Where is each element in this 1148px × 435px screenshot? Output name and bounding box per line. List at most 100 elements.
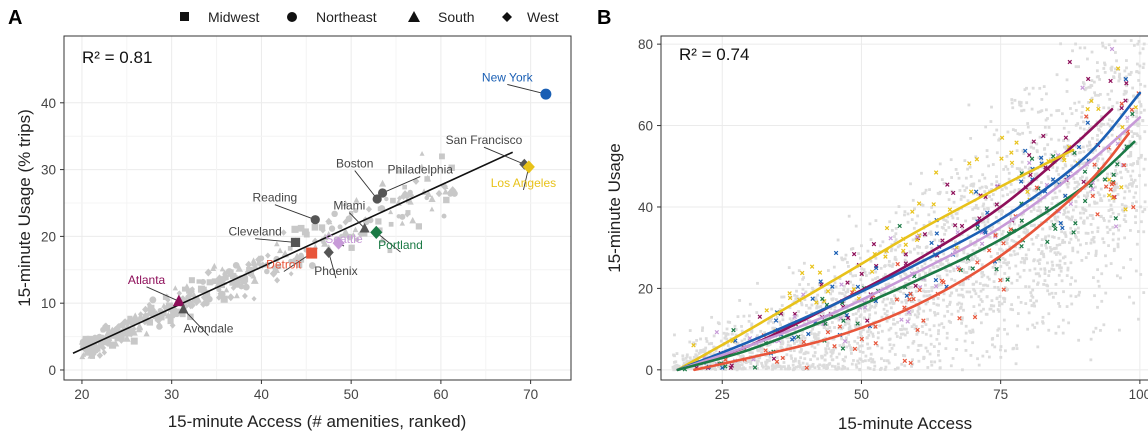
background-point <box>736 315 740 319</box>
point-portland <box>1019 243 1024 249</box>
background-point <box>830 352 834 355</box>
background-point <box>673 364 677 368</box>
background-point <box>929 258 933 262</box>
background-point <box>1093 200 1096 204</box>
background-point <box>837 352 841 356</box>
background-point <box>1021 149 1025 153</box>
city-label-los-angeles: Los Angeles <box>491 176 556 190</box>
background-point <box>998 247 1002 251</box>
background-city-point <box>311 237 319 246</box>
background-point <box>866 330 869 334</box>
point-los-angeles <box>1009 160 1015 166</box>
background-point <box>1063 231 1067 234</box>
background-point <box>843 295 847 299</box>
point-atlanta <box>950 190 956 196</box>
background-point <box>1088 126 1091 130</box>
background-point <box>1075 185 1079 189</box>
background-point <box>878 244 882 248</box>
background-point <box>804 350 808 354</box>
background-point <box>799 341 803 344</box>
background-point <box>1024 227 1028 231</box>
background-point <box>826 344 829 347</box>
background-point <box>1083 46 1087 50</box>
background-point <box>718 366 722 370</box>
background-point <box>969 136 973 140</box>
background-point <box>791 363 795 367</box>
background-point <box>737 353 741 357</box>
background-point <box>1096 305 1099 309</box>
background-point <box>1033 304 1037 308</box>
background-city-point <box>250 257 257 263</box>
background-point <box>1138 64 1142 68</box>
background-point <box>951 247 954 251</box>
background-point <box>1029 299 1033 302</box>
point-portland <box>795 334 801 340</box>
background-point <box>1079 243 1082 247</box>
background-point <box>1106 172 1109 176</box>
background-point <box>1111 225 1115 229</box>
background-point <box>1038 262 1041 265</box>
point-los-angeles <box>1120 124 1125 130</box>
background-point <box>860 244 863 248</box>
background-city-point <box>311 223 319 231</box>
background-point <box>1046 143 1050 147</box>
background-point <box>800 301 803 305</box>
background-point <box>1080 115 1083 119</box>
background-point <box>1053 215 1057 219</box>
background-point <box>845 345 849 349</box>
background-point <box>1055 73 1059 77</box>
background-point <box>841 326 845 329</box>
background-point <box>1142 62 1146 66</box>
background-point <box>946 220 949 224</box>
background-point <box>1115 274 1119 278</box>
point-atlanta <box>1026 152 1032 158</box>
background-point <box>1048 157 1052 161</box>
background-point <box>1036 283 1039 286</box>
point-seattle <box>792 314 797 320</box>
background-point <box>1114 169 1117 172</box>
background-point <box>1069 294 1073 298</box>
background-point <box>1033 174 1037 178</box>
background-point <box>1062 126 1066 130</box>
background-point <box>998 304 1001 307</box>
background-city-point <box>297 224 305 232</box>
background-point <box>871 278 875 282</box>
background-point <box>1123 214 1127 218</box>
background-point <box>1110 133 1114 137</box>
background-point <box>1143 157 1147 161</box>
point-new-york <box>1018 179 1024 184</box>
background-point <box>1071 49 1074 53</box>
background-point <box>968 259 972 263</box>
background-point <box>1065 305 1069 308</box>
background-point <box>912 340 916 343</box>
background-point <box>1020 213 1024 217</box>
background-point <box>932 297 935 301</box>
background-point <box>1009 253 1013 257</box>
background-point <box>863 271 867 274</box>
background-city-point <box>200 286 207 294</box>
background-city-point <box>229 280 235 286</box>
background-point <box>744 361 748 365</box>
background-point <box>1143 130 1147 134</box>
background-point <box>1059 266 1063 270</box>
background-point <box>860 344 864 348</box>
background-point <box>717 322 721 326</box>
background-point <box>865 336 869 340</box>
background-point <box>742 360 746 364</box>
background-point <box>957 293 961 297</box>
background-point <box>853 339 857 343</box>
background-city-point <box>388 209 394 215</box>
background-point <box>956 309 960 313</box>
legend-label-northeast: Northeast <box>316 9 377 25</box>
background-point <box>1112 249 1116 253</box>
background-point <box>985 149 989 152</box>
point-portland <box>841 318 846 324</box>
background-point <box>736 341 740 345</box>
background-city-point <box>425 190 432 197</box>
background-point <box>1130 163 1134 167</box>
background-city-point <box>350 231 356 238</box>
background-point <box>893 353 897 356</box>
background-point <box>815 333 819 336</box>
background-point <box>767 359 771 363</box>
y-tick-label: 80 <box>638 37 653 52</box>
